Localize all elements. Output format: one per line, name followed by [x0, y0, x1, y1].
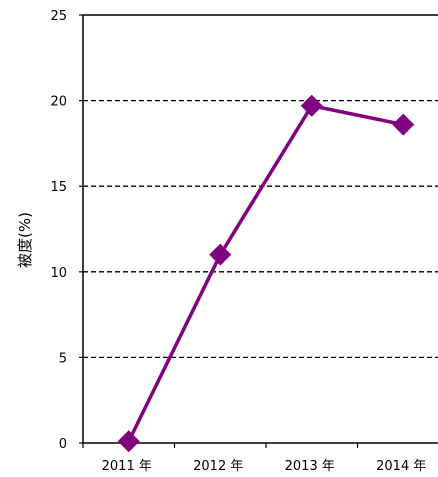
data-point-marker: [117, 430, 140, 453]
data-point-marker: [392, 113, 415, 136]
y-axis-ticks: 0 5 10 15 20 25: [50, 9, 83, 452]
x-tick-label: 2013 年: [285, 459, 335, 474]
axes: [82, 14, 438, 444]
gridlines: [83, 99, 438, 359]
y-axis-label: 被度(%): [16, 212, 34, 268]
series-line: [127, 103, 404, 443]
data-point-marker: [209, 243, 232, 266]
x-tick-label: 2012 年: [193, 459, 243, 474]
series-group: [117, 94, 415, 453]
x-tick-label: 2011 年: [102, 459, 152, 474]
x-tick-label: 2014 年: [376, 459, 426, 474]
y-tick-label: 10: [50, 266, 67, 281]
y-tick-label: 0: [59, 437, 67, 452]
y-tick-label: 15: [50, 180, 67, 195]
y-tick-label: 20: [50, 95, 67, 110]
y-tick-label: 25: [50, 9, 67, 24]
x-axis-ticks: 2011 年 2012 年 2013 年 2014 年: [82, 443, 426, 474]
y-tick-label: 5: [59, 351, 67, 366]
data-point-marker: [300, 94, 323, 117]
